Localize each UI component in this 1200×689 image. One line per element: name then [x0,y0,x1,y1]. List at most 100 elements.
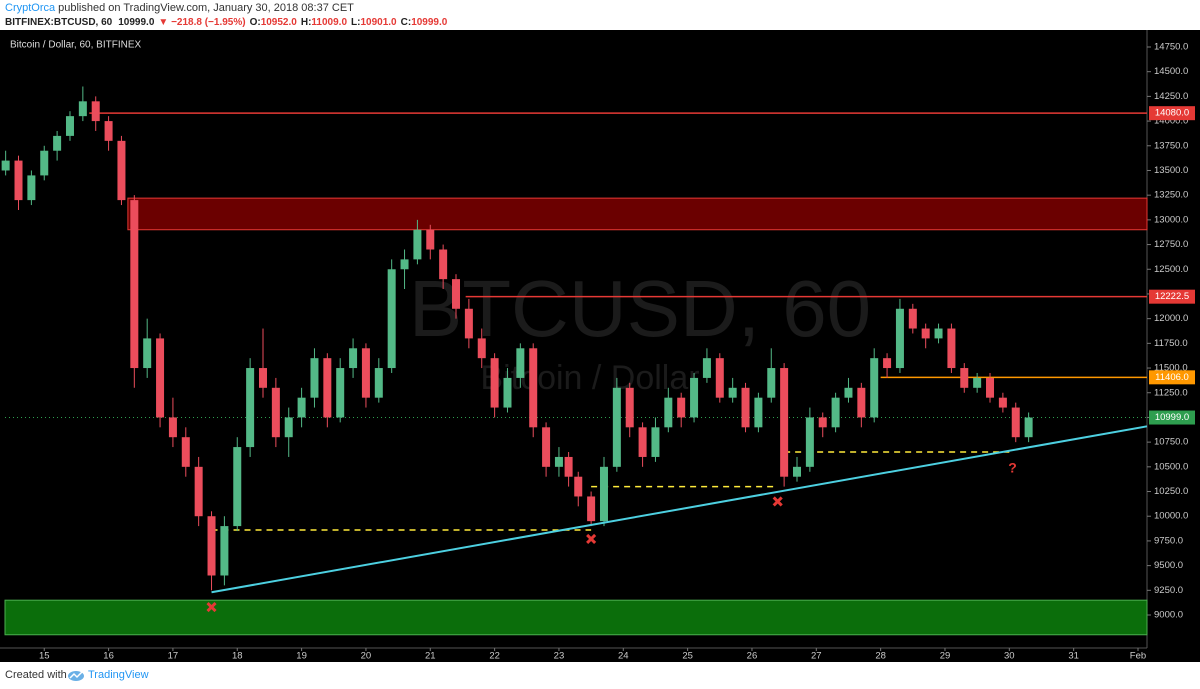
candle-body [960,368,969,388]
x-tick-label: 17 [168,651,179,662]
x-marker [586,533,597,545]
y-tick-label: 12750.0 [1154,239,1188,250]
candle-body [599,466,608,522]
x-tick-label: 27 [811,651,822,662]
o-label: O: [250,17,261,28]
candle-body [310,358,319,398]
candle-body [870,358,879,418]
x-tick-label: 25 [682,651,693,662]
candle-body [741,387,750,428]
last: 10999.0 [118,17,155,28]
candle-body [554,456,563,467]
h-label: H: [301,17,312,28]
price-label: 14080.0 [1155,108,1189,119]
candle-body [690,377,699,418]
h-value: 11009.0 [311,17,347,28]
candle-body [895,308,904,369]
zone [127,197,1148,231]
x-tick-label: 15 [39,651,50,662]
x-tick-label: 20 [361,651,372,662]
candle-body [780,368,789,477]
candle-body [374,368,383,398]
symbol: BITFINEX:BTCUSD, 60 [5,17,113,28]
quote-line: BITFINEX:BTCUSD, 60 10999.0 ▼ −218.8 (−1.9… [5,17,448,28]
y-tick-label: 14250.0 [1154,91,1188,102]
candle-body [104,121,113,141]
chart-bg [0,30,1200,662]
candle-body [464,308,473,339]
x-tick-label: 16 [103,651,114,662]
y-tick-label: 14500.0 [1154,66,1188,77]
price-label: 11406.0 [1155,372,1189,383]
candle-body [574,476,583,497]
y-tick-label: 9000.0 [1154,610,1183,621]
candle-body [1011,407,1020,438]
y-tick-label: 13250.0 [1154,190,1188,201]
x-tick-label: 31 [1068,651,1079,662]
y-tick-label: 9750.0 [1154,535,1183,546]
x-tick-label: 29 [940,651,951,662]
candle-body [349,348,358,369]
candle-body [857,387,866,418]
y-tick-label: 11750.0 [1154,338,1188,349]
o-value: 10952.0 [261,17,298,28]
author[interactable]: CryptOrca [5,2,56,14]
candle-body [767,368,776,398]
candle-body [998,397,1007,408]
header-line: CryptOrca published on TradingView.com, J… [5,2,354,14]
candle-body [156,338,165,418]
price-label-bg [1149,410,1195,425]
footer-brand[interactable]: TradingView [88,669,149,681]
candle-body [728,387,737,398]
candle-body [1024,417,1033,438]
candle-body [143,338,152,369]
candle-body [754,397,763,428]
y-tick-label: 10250.0 [1154,486,1188,497]
candle-body [638,427,647,457]
y-tick-label: 10750.0 [1154,437,1188,448]
candle-body [233,447,242,527]
candle-body [452,279,461,309]
candle-body [27,175,36,201]
candle-body [477,338,486,359]
candle-body [53,135,62,151]
x-tick-label: 28 [875,651,886,662]
candle-body [947,328,956,369]
candle-body [844,387,853,398]
candle-body [934,328,943,339]
candle-body [207,516,216,576]
x-tick-label: 21 [425,651,436,662]
candle-body [14,160,23,201]
zone [4,599,1148,636]
price-label-bg [1149,370,1195,385]
candle-body [181,437,190,467]
candle-body [564,456,573,477]
candle-body [220,526,229,576]
candle-body [490,358,499,408]
x-marker [206,602,217,613]
candle-body [284,417,293,438]
y-tick-label: 11250.0 [1154,387,1188,398]
x-tick-label: 30 [1004,651,1015,662]
chart-title: Bitcoin / Dollar, 60, BITFINEX [10,40,141,51]
candle-body [1,160,10,171]
l-label: L: [351,17,360,28]
candle-body [831,397,840,428]
candle-body [117,140,126,201]
y-tick-label: 12500.0 [1154,264,1188,275]
price-label-bg [1149,289,1195,304]
y-tick-label: 13000.0 [1154,214,1188,225]
x-marker [772,496,783,507]
candle-body [986,377,995,398]
candle-body [361,348,370,398]
y-tick-label: 10500.0 [1154,461,1188,472]
candle-body [271,387,280,438]
candle-body [542,427,551,467]
y-tick-label: 9500.0 [1154,560,1183,571]
y-tick-label: 13750.0 [1154,140,1188,151]
candle-body [921,328,930,339]
candle-body [323,358,332,418]
tv-logo[interactable]: TradingView [68,669,149,681]
x-tick-label: 23 [554,651,565,662]
candle-body [702,358,711,378]
